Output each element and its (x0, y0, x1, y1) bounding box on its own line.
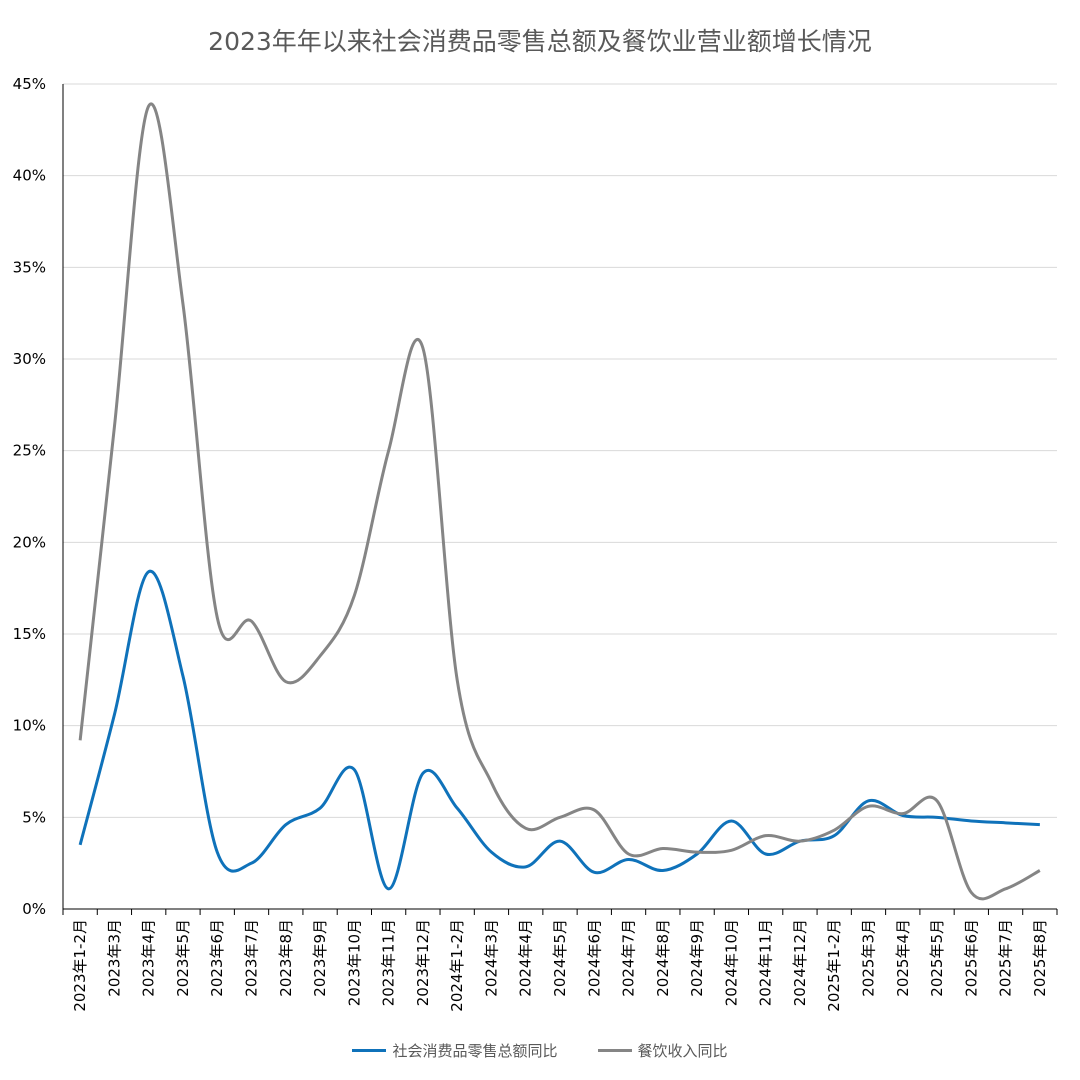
x-tick-label: 2024年12月 (791, 919, 809, 1006)
x-tick-label: 2023年4月 (140, 919, 158, 997)
x-tick-label: 2023年12月 (414, 919, 432, 1006)
legend-swatch-catering (597, 1049, 632, 1052)
y-tick-label: 40% (13, 167, 46, 185)
x-tick-label: 2023年8月 (277, 919, 295, 997)
x-tick-label: 2025年1-2月 (825, 919, 843, 1012)
y-tick-label: 15% (13, 625, 46, 643)
legend: 社会消费品零售总额同比 餐饮收入同比 (0, 1040, 1080, 1061)
x-tick-label: 2024年1-2月 (448, 919, 466, 1012)
x-tick-label: 2023年10月 (345, 919, 363, 1006)
x-tick-label: 2025年6月 (962, 919, 980, 997)
legend-item-catering: 餐饮收入同比 (597, 1040, 728, 1061)
x-tick-label: 2024年5月 (551, 919, 569, 997)
chart-title: 2023年年以来社会消费品零售总额及餐饮业营业额增长情况 (208, 27, 872, 56)
y-tick-label: 0% (22, 900, 46, 918)
x-tick-label: 2024年7月 (620, 919, 638, 997)
legend-item-retail: 社会消费品零售总额同比 (352, 1040, 558, 1061)
series-line-retail (78, 569, 1040, 891)
x-tick-label: 2023年7月 (243, 919, 261, 997)
y-tick-label: 20% (13, 533, 46, 551)
x-tick-label: 2023年6月 (208, 919, 226, 997)
x-tick-label: 2023年1-2月 (71, 919, 89, 1012)
x-tick-label: 2023年9月 (311, 919, 329, 997)
x-tick-label: 2023年3月 (105, 919, 123, 997)
x-tick-label: 2025年5月 (928, 919, 946, 997)
series-line-catering (78, 102, 1041, 901)
x-tick-label: 2023年5月 (174, 919, 192, 997)
y-tick-label: 10% (13, 717, 46, 735)
y-tick-label: 45% (13, 75, 46, 93)
x-tick-label: 2024年11月 (757, 919, 775, 1006)
x-tick-label: 2024年3月 (482, 919, 500, 997)
x-tick-label: 2024年6月 (585, 919, 603, 997)
legend-label-catering: 餐饮收入同比 (637, 1042, 728, 1060)
legend-swatch-retail (352, 1049, 387, 1052)
x-tick-label: 2025年3月 (859, 919, 877, 997)
x-tick-label: 2024年10月 (722, 919, 740, 1006)
x-tick-label: 2024年8月 (654, 919, 672, 997)
y-tick-label: 35% (13, 258, 46, 276)
y-tick-label: 5% (22, 808, 46, 826)
x-tick-label: 2025年4月 (894, 919, 912, 997)
y-tick-label: 30% (13, 350, 46, 368)
x-tick-label: 2023年11月 (380, 919, 398, 1006)
x-tick-label: 2025年8月 (1031, 919, 1049, 997)
y-tick-label: 25% (13, 442, 46, 460)
x-tick-label: 2025年7月 (997, 919, 1015, 997)
legend-label-retail: 社会消费品零售总额同比 (392, 1042, 558, 1060)
x-tick-label: 2024年4月 (517, 919, 535, 997)
x-tick-label: 2024年9月 (688, 919, 706, 997)
